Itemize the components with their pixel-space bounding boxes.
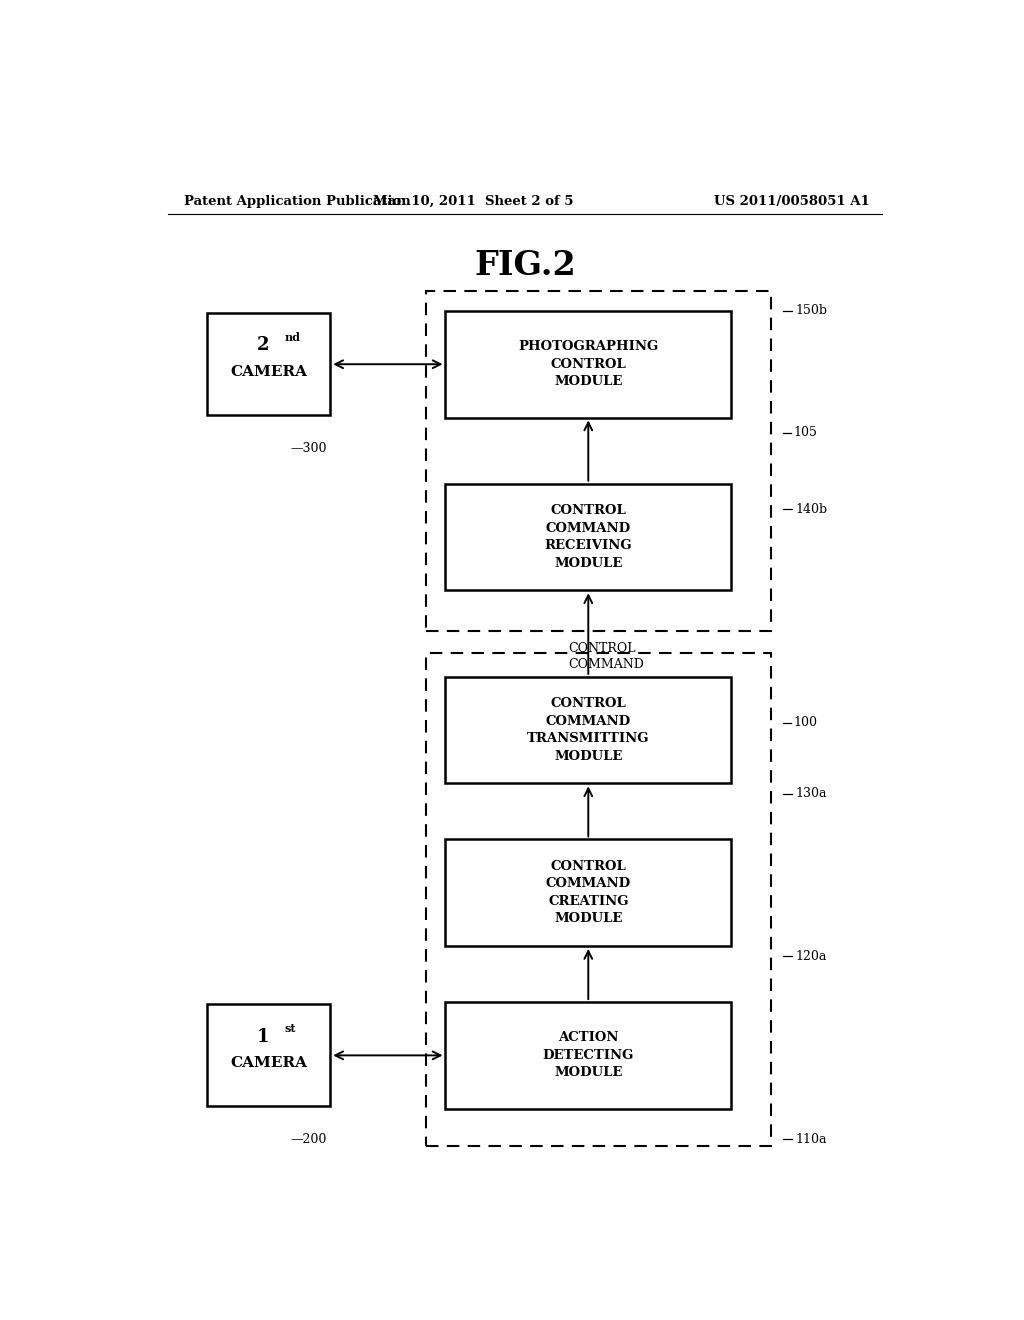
Bar: [445, 1002, 731, 1109]
Bar: [207, 313, 331, 414]
Text: 130a: 130a: [796, 787, 827, 800]
Bar: [445, 483, 731, 590]
Text: CONTROL
COMMAND
CREATING
MODULE: CONTROL COMMAND CREATING MODULE: [546, 861, 631, 925]
Text: ACTION
DETECTING
MODULE: ACTION DETECTING MODULE: [543, 1031, 634, 1080]
Bar: [445, 677, 731, 784]
Bar: [445, 312, 731, 417]
Text: CAMERA: CAMERA: [230, 364, 307, 379]
Text: US 2011/0058051 A1: US 2011/0058051 A1: [715, 194, 870, 207]
Text: 110a: 110a: [796, 1133, 827, 1146]
Text: 1: 1: [257, 1027, 269, 1045]
Text: Mar. 10, 2011  Sheet 2 of 5: Mar. 10, 2011 Sheet 2 of 5: [373, 194, 573, 207]
Text: CONTROL
COMMAND
TRANSMITTING
MODULE: CONTROL COMMAND TRANSMITTING MODULE: [527, 697, 649, 763]
Text: st: st: [285, 1023, 296, 1034]
Text: —200: —200: [291, 1133, 327, 1146]
Text: PHOTOGRAPHING
CONTROL
MODULE: PHOTOGRAPHING CONTROL MODULE: [518, 341, 658, 388]
Bar: [426, 653, 771, 1146]
Text: 2: 2: [257, 337, 269, 354]
Text: 105: 105: [794, 426, 818, 440]
Text: Patent Application Publication: Patent Application Publication: [183, 194, 411, 207]
Text: 100: 100: [794, 715, 818, 729]
Text: 120a: 120a: [796, 950, 826, 962]
Text: CONTROL
COMMAND: CONTROL COMMAND: [568, 642, 644, 671]
Text: CONTROL
COMMAND
RECEIVING
MODULE: CONTROL COMMAND RECEIVING MODULE: [545, 504, 632, 570]
Text: 140b: 140b: [796, 503, 827, 516]
Bar: [445, 840, 731, 946]
Text: —300: —300: [291, 442, 328, 454]
Text: 150b: 150b: [796, 305, 827, 317]
Text: nd: nd: [285, 331, 301, 343]
Text: FIG.2: FIG.2: [474, 248, 575, 281]
Bar: [207, 1005, 331, 1106]
Bar: [426, 290, 771, 631]
Text: CAMERA: CAMERA: [230, 1056, 307, 1071]
